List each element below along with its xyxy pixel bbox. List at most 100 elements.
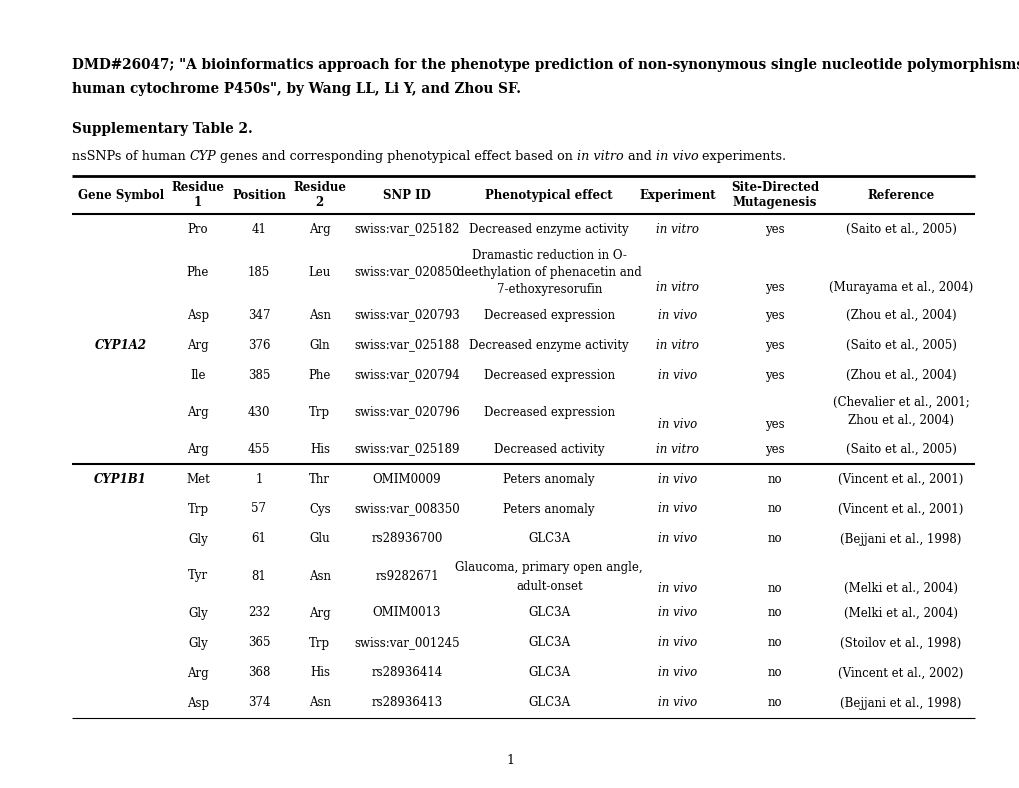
Text: yes: yes bbox=[764, 443, 784, 455]
Text: in vivo: in vivo bbox=[657, 582, 697, 595]
Text: (Saito et al., 2005): (Saito et al., 2005) bbox=[845, 339, 956, 351]
Text: no: no bbox=[767, 582, 782, 595]
Text: Trp: Trp bbox=[309, 637, 330, 649]
Text: 81: 81 bbox=[252, 570, 266, 582]
Text: in vitro: in vitro bbox=[656, 222, 699, 236]
Text: swiss:var_020794: swiss:var_020794 bbox=[354, 369, 460, 381]
Text: and: and bbox=[624, 150, 655, 163]
Text: Peters anomaly: Peters anomaly bbox=[503, 503, 594, 515]
Text: Asp: Asp bbox=[186, 697, 209, 709]
Text: Decreased activity: Decreased activity bbox=[493, 443, 604, 455]
Text: 347: 347 bbox=[248, 308, 270, 322]
Text: GLC3A: GLC3A bbox=[528, 533, 570, 545]
Text: Glaucoma, primary open angle,: Glaucoma, primary open angle, bbox=[454, 561, 642, 574]
Text: swiss:var_001245: swiss:var_001245 bbox=[354, 637, 460, 649]
Text: Thr: Thr bbox=[309, 473, 330, 485]
Text: in vivo: in vivo bbox=[657, 308, 697, 322]
Text: Supplementary Table 2.: Supplementary Table 2. bbox=[72, 122, 253, 136]
Text: Gln: Gln bbox=[309, 339, 330, 351]
Text: adult-onset: adult-onset bbox=[516, 580, 582, 593]
Text: in vivo: in vivo bbox=[655, 150, 698, 163]
Text: 185: 185 bbox=[248, 266, 270, 278]
Text: 374: 374 bbox=[248, 697, 270, 709]
Text: 385: 385 bbox=[248, 369, 270, 381]
Text: 376: 376 bbox=[248, 339, 270, 351]
Text: Trp: Trp bbox=[187, 503, 208, 515]
Text: in vivo: in vivo bbox=[657, 637, 697, 649]
Text: yes: yes bbox=[764, 308, 784, 322]
Text: OMIM0013: OMIM0013 bbox=[372, 607, 441, 619]
Text: (Chevalier et al., 2001;: (Chevalier et al., 2001; bbox=[832, 396, 968, 409]
Text: Trp: Trp bbox=[309, 406, 330, 418]
Text: rs28936413: rs28936413 bbox=[371, 697, 442, 709]
Text: experiments.: experiments. bbox=[698, 150, 786, 163]
Text: SNP ID: SNP ID bbox=[383, 188, 431, 202]
Text: Zhou et al., 2004): Zhou et al., 2004) bbox=[847, 414, 953, 426]
Text: (Vincent et al., 2001): (Vincent et al., 2001) bbox=[838, 503, 963, 515]
Text: rs28936414: rs28936414 bbox=[371, 667, 442, 679]
Text: Position: Position bbox=[231, 188, 285, 202]
Text: Decreased enzyme activity: Decreased enzyme activity bbox=[469, 339, 629, 351]
Text: Arg: Arg bbox=[186, 406, 209, 418]
Text: 61: 61 bbox=[252, 533, 266, 545]
Text: Arg: Arg bbox=[186, 339, 209, 351]
Text: in vivo: in vivo bbox=[657, 533, 697, 545]
Text: swiss:var_025188: swiss:var_025188 bbox=[354, 339, 460, 351]
Text: DMD#26047; "A bioinformatics approach for the phenotype prediction of non-synony: DMD#26047; "A bioinformatics approach fo… bbox=[72, 58, 1019, 72]
Text: Phenotypical effect: Phenotypical effect bbox=[485, 188, 612, 202]
Text: Arg: Arg bbox=[186, 443, 209, 455]
Text: no: no bbox=[767, 667, 782, 679]
Text: (Melki et al., 2004): (Melki et al., 2004) bbox=[843, 582, 957, 595]
Text: (Bejjani et al., 1998): (Bejjani et al., 1998) bbox=[840, 697, 961, 709]
Text: (Bejjani et al., 1998): (Bejjani et al., 1998) bbox=[840, 533, 961, 545]
Text: Cys: Cys bbox=[309, 503, 330, 515]
Text: 232: 232 bbox=[248, 607, 270, 619]
Text: human cytochrome P450s", by Wang LL, Li Y, and Zhou SF.: human cytochrome P450s", by Wang LL, Li … bbox=[72, 82, 521, 96]
Text: swiss:var_020796: swiss:var_020796 bbox=[354, 406, 460, 418]
Text: deethylation of phenacetin and: deethylation of phenacetin and bbox=[457, 266, 641, 280]
Text: Pro: Pro bbox=[187, 222, 208, 236]
Text: Decreased expression: Decreased expression bbox=[483, 308, 614, 322]
Text: Decreased expression: Decreased expression bbox=[483, 406, 614, 418]
Text: swiss:var_025182: swiss:var_025182 bbox=[354, 222, 460, 236]
Text: Peters anomaly: Peters anomaly bbox=[503, 473, 594, 485]
Text: (Melki et al., 2004): (Melki et al., 2004) bbox=[843, 607, 957, 619]
Text: Arg: Arg bbox=[309, 607, 330, 619]
Text: rs28936700: rs28936700 bbox=[371, 533, 442, 545]
Text: nsSNPs of human: nsSNPs of human bbox=[72, 150, 190, 163]
Text: (Vincent et al., 2001): (Vincent et al., 2001) bbox=[838, 473, 963, 485]
Text: yes: yes bbox=[764, 222, 784, 236]
Text: 455: 455 bbox=[248, 443, 270, 455]
Text: Gene Symbol: Gene Symbol bbox=[77, 188, 164, 202]
Text: Ile: Ile bbox=[190, 369, 206, 381]
Text: Asn: Asn bbox=[309, 308, 330, 322]
Text: 57: 57 bbox=[251, 503, 266, 515]
Text: no: no bbox=[767, 607, 782, 619]
Text: (Murayama et al., 2004): (Murayama et al., 2004) bbox=[828, 281, 972, 294]
Text: Gly: Gly bbox=[187, 607, 208, 619]
Text: OMIM0009: OMIM0009 bbox=[372, 473, 441, 485]
Text: Asp: Asp bbox=[186, 308, 209, 322]
Text: in vivo: in vivo bbox=[657, 503, 697, 515]
Text: (Zhou et al., 2004): (Zhou et al., 2004) bbox=[845, 369, 956, 381]
Text: yes: yes bbox=[764, 418, 784, 431]
Text: Glu: Glu bbox=[309, 533, 330, 545]
Text: 368: 368 bbox=[248, 667, 270, 679]
Text: 430: 430 bbox=[248, 406, 270, 418]
Text: in vivo: in vivo bbox=[657, 697, 697, 709]
Text: GLC3A: GLC3A bbox=[528, 607, 570, 619]
Text: in vitro: in vitro bbox=[656, 339, 699, 351]
Text: in vitro: in vitro bbox=[656, 281, 699, 294]
Text: in vivo: in vivo bbox=[657, 607, 697, 619]
Text: Phe: Phe bbox=[309, 369, 331, 381]
Text: Gly: Gly bbox=[187, 533, 208, 545]
Text: CYP1A2: CYP1A2 bbox=[95, 339, 147, 351]
Text: Decreased expression: Decreased expression bbox=[483, 369, 614, 381]
Text: Residue
2: Residue 2 bbox=[293, 181, 346, 209]
Text: 1: 1 bbox=[255, 473, 262, 485]
Text: no: no bbox=[767, 473, 782, 485]
Text: in vivo: in vivo bbox=[657, 473, 697, 485]
Text: yes: yes bbox=[764, 281, 784, 294]
Text: swiss:var_025189: swiss:var_025189 bbox=[354, 443, 460, 455]
Text: (Saito et al., 2005): (Saito et al., 2005) bbox=[845, 443, 956, 455]
